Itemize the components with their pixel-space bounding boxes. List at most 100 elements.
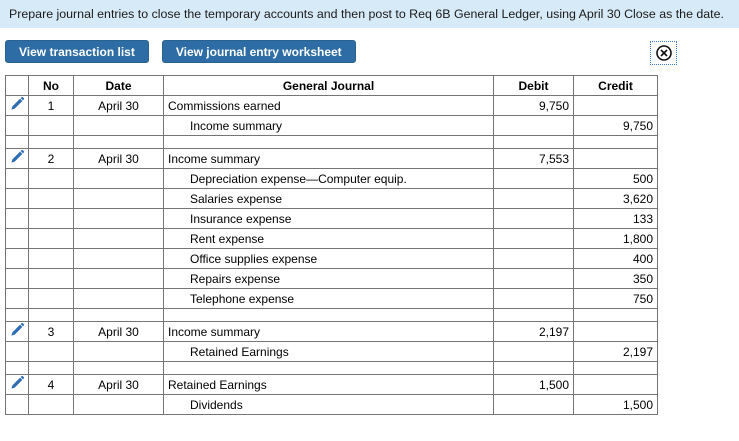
- debit-cell: 7,553: [493, 148, 574, 169]
- journal-header-row: No Date General Journal Debit Credit: [5, 75, 658, 96]
- credit-cell: [573, 148, 658, 169]
- entry-date-cell: [73, 248, 164, 269]
- row-left-gutter: [5, 248, 29, 269]
- entry-date-cell: April 30: [73, 374, 164, 395]
- general-journal-table: No Date General Journal Debit Credit 1 Ap…: [5, 75, 658, 415]
- row-left-gutter: [5, 135, 29, 149]
- empty-no-cell: [28, 361, 74, 375]
- entry-date-cell: [73, 394, 164, 415]
- row-left-gutter: [5, 361, 29, 375]
- credit-cell: 500: [573, 168, 658, 189]
- instruction-banner: Prepare journal entries to close the tem…: [0, 0, 739, 28]
- empty-date-cell: [73, 135, 164, 149]
- debit-cell: [493, 188, 574, 209]
- credit-cell: 2,197: [573, 341, 658, 362]
- debit-cell: [493, 115, 574, 136]
- edit-entry-button[interactable]: [5, 321, 29, 342]
- spacer-row: [5, 308, 658, 322]
- account-cell: Retained Earnings: [163, 341, 494, 362]
- empty-account-cell: [163, 361, 494, 375]
- journal-row: Dividends 1,500: [5, 394, 658, 415]
- entry-date-cell: [73, 208, 164, 229]
- account-cell: Insurance expense: [163, 208, 494, 229]
- account-cell: Rent expense: [163, 228, 494, 249]
- entry-date-cell: [73, 115, 164, 136]
- account-cell: Repairs expense: [163, 268, 494, 289]
- debit-cell: [493, 288, 574, 309]
- empty-credit-cell: [573, 308, 658, 322]
- debit-cell: 1,500: [493, 374, 574, 395]
- journal-row: Office supplies expense 400: [5, 248, 658, 269]
- row-left-gutter: [5, 188, 29, 209]
- journal-row: 3 April 30 Income summary 2,197: [5, 321, 658, 342]
- debit-cell: [493, 341, 574, 362]
- debit-cell: [493, 268, 574, 289]
- col-header-debit: Debit: [493, 75, 574, 96]
- account-cell: Telephone expense: [163, 288, 494, 309]
- account-cell: Retained Earnings: [163, 374, 494, 395]
- credit-cell: 9,750: [573, 115, 658, 136]
- empty-date-cell: [73, 308, 164, 322]
- edit-entry-button[interactable]: [5, 148, 29, 169]
- empty-no-cell: [28, 308, 74, 322]
- journal-row: 1 April 30 Commissions earned 9,750: [5, 95, 658, 116]
- empty-debit-cell: [493, 308, 574, 322]
- col-header-general-journal: General Journal: [163, 75, 494, 96]
- entry-no-cell: [28, 208, 74, 229]
- entry-date-cell: [73, 188, 164, 209]
- edit-entry-button[interactable]: [5, 95, 29, 116]
- journal-row: Insurance expense 133: [5, 208, 658, 229]
- entry-no-cell: 4: [28, 374, 74, 395]
- entry-no-cell: [28, 394, 74, 415]
- credit-cell: [573, 321, 658, 342]
- account-cell: Income summary: [163, 148, 494, 169]
- entry-no-cell: [28, 168, 74, 189]
- journal-row: 2 April 30 Income summary 7,553: [5, 148, 658, 169]
- debit-cell: [493, 394, 574, 415]
- row-left-gutter: [5, 228, 29, 249]
- instruction-text: Prepare journal entries to close the tem…: [9, 7, 724, 21]
- row-left-gutter: [5, 115, 29, 136]
- entry-date-cell: [73, 341, 164, 362]
- entry-date-cell: [73, 288, 164, 309]
- account-cell: Commissions earned: [163, 95, 494, 116]
- debit-cell: 9,750: [493, 95, 574, 116]
- pencil-icon: [11, 96, 25, 110]
- row-left-gutter: [5, 168, 29, 189]
- journal-row: Depreciation expense—Computer equip. 500: [5, 168, 658, 189]
- row-left-gutter: [5, 308, 29, 322]
- journal-row: Rent expense 1,800: [5, 228, 658, 249]
- row-left-gutter: [5, 394, 29, 415]
- pencil-icon: [11, 375, 25, 389]
- row-left-gutter: [5, 208, 29, 229]
- col-header-date: Date: [73, 75, 164, 96]
- credit-cell: 1,800: [573, 228, 658, 249]
- row-left-gutter: [5, 341, 29, 362]
- credit-cell: 400: [573, 248, 658, 269]
- credit-cell: [573, 95, 658, 116]
- entry-date-cell: April 30: [73, 148, 164, 169]
- journal-row: Income summary 9,750: [5, 115, 658, 136]
- debit-cell: 2,197: [493, 321, 574, 342]
- row-left-gutter: [5, 268, 29, 289]
- pencil-icon: [11, 322, 25, 336]
- entry-no-cell: [28, 228, 74, 249]
- entry-no-cell: [28, 341, 74, 362]
- debit-cell: [493, 208, 574, 229]
- account-cell: Income summary: [163, 115, 494, 136]
- entry-no-cell: [28, 268, 74, 289]
- toolbar: View transaction list View journal entry…: [5, 40, 356, 63]
- view-journal-entry-worksheet-button[interactable]: View journal entry worksheet: [161, 40, 356, 63]
- entry-no-cell: [28, 248, 74, 269]
- journal-row: Salaries expense 3,620: [5, 188, 658, 209]
- credit-cell: [573, 374, 658, 395]
- credit-cell: 750: [573, 288, 658, 309]
- circle-x-icon[interactable]: [650, 41, 677, 65]
- credit-cell: 3,620: [573, 188, 658, 209]
- debit-cell: [493, 228, 574, 249]
- view-transaction-list-button[interactable]: View transaction list: [5, 40, 149, 63]
- entry-no-cell: [28, 115, 74, 136]
- journal-table-body: 1 April 30 Commissions earned 9,750 Income s…: [5, 95, 658, 415]
- debit-cell: [493, 168, 574, 189]
- edit-entry-button[interactable]: [5, 374, 29, 395]
